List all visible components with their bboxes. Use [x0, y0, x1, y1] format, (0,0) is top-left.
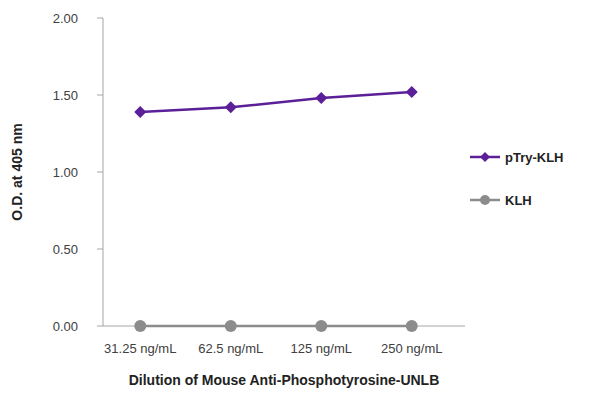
marker: [134, 106, 146, 118]
x-tick-label: 250 ng/mL: [381, 341, 442, 356]
legend: pTry-KLH KLH: [470, 150, 564, 208]
y-tick-label: 0.00: [53, 319, 78, 334]
x-tick-label: 31.25 ng/mL: [104, 341, 176, 356]
marker: [134, 320, 146, 332]
y-axis: [103, 18, 104, 326]
plot-area: [134, 86, 418, 332]
y-tick: [97, 172, 103, 173]
y-tick: [97, 95, 103, 96]
legend-label: KLH: [505, 193, 532, 208]
legend-label: pTry-KLH: [505, 150, 564, 165]
y-tick: [97, 249, 103, 250]
marker: [315, 92, 327, 104]
x-tick-label: 62.5 ng/mL: [198, 341, 263, 356]
x-tick-label: 125 ng/mL: [291, 341, 352, 356]
series-line: [140, 325, 412, 328]
legend-marker: [480, 152, 490, 162]
y-tick-label: 1.50: [53, 88, 78, 103]
series-line: [140, 92, 412, 112]
x-axis-title: Dilution of Mouse Anti-Phosphotyrosine-U…: [129, 372, 440, 388]
marker: [225, 320, 237, 332]
y-tick: [97, 326, 103, 327]
marker: [406, 320, 418, 332]
y-tick-label: 0.50: [53, 242, 78, 257]
marker: [225, 101, 237, 113]
marker: [315, 320, 327, 332]
y-axis-title: O.D. at 405 nm: [9, 123, 25, 220]
y-tick-label: 2.00: [53, 11, 78, 26]
chart: 0.00 0.50 1.00 1.50 2.00 31.25 ng/mL 62.5 ng/m…: [0, 0, 600, 399]
marker: [406, 86, 418, 98]
y-tick: [97, 18, 103, 19]
legend-marker: [480, 195, 490, 205]
y-tick-label: 1.00: [53, 165, 78, 180]
